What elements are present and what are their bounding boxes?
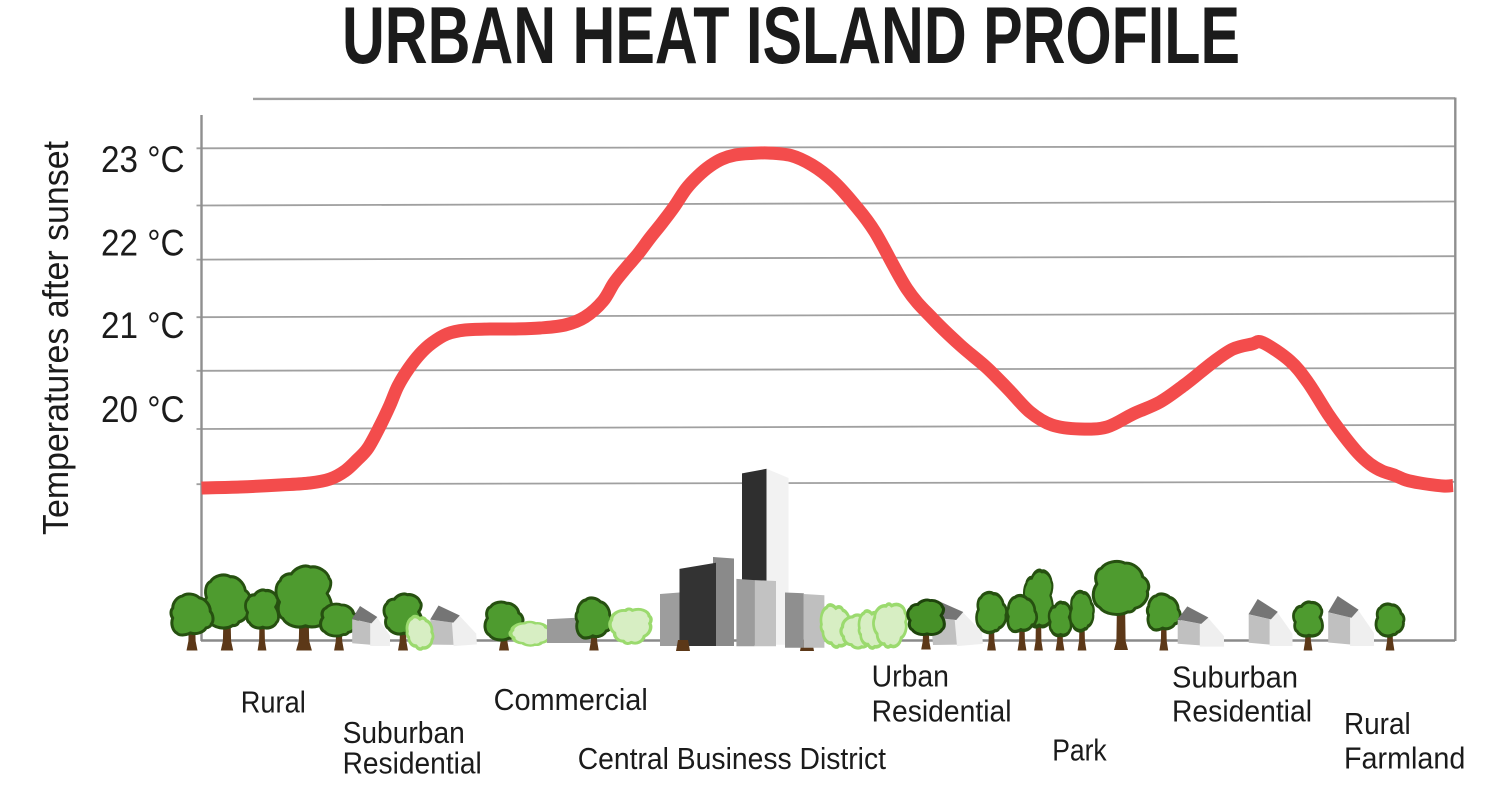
svg-text:Residential: Residential (872, 694, 1012, 729)
svg-text:Suburban: Suburban (1172, 659, 1298, 694)
svg-text:Commercial: Commercial (494, 682, 648, 717)
svg-text:Rural: Rural (1344, 706, 1411, 741)
svg-text:21 °C: 21 °C (101, 305, 185, 346)
svg-text:Central Business District: Central Business District (578, 741, 887, 776)
svg-text:Rural: Rural (241, 685, 306, 720)
svg-text:20 °C: 20 °C (101, 389, 185, 430)
svg-text:Residential: Residential (1172, 694, 1312, 729)
svg-text:23 °C: 23 °C (101, 139, 185, 180)
svg-text:Farmland: Farmland (1344, 741, 1465, 776)
svg-text:22 °C: 22 °C (101, 223, 185, 264)
svg-text:Park: Park (1052, 732, 1107, 767)
svg-text:Residential: Residential (343, 745, 482, 780)
svg-text:Urban: Urban (872, 658, 949, 693)
svg-text:Suburban: Suburban (343, 715, 465, 750)
svg-text:Temperatures after sunset: Temperatures after sunset (35, 141, 76, 535)
svg-text:URBAN HEAT ISLAND PROFILE: URBAN HEAT ISLAND PROFILE (342, 0, 1240, 81)
